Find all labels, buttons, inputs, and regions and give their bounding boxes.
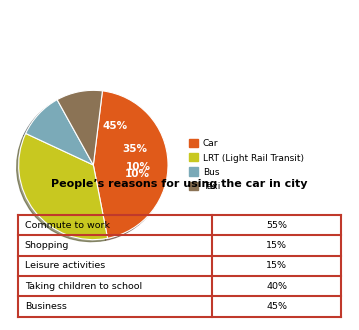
- Legend: Car, LRT (Light Rail Transit), Bus, Taxi: Car, LRT (Light Rail Transit), Bus, Taxi: [187, 138, 306, 192]
- Text: 10%: 10%: [125, 169, 150, 179]
- Wedge shape: [25, 100, 93, 165]
- Text: 15%: 15%: [266, 261, 287, 270]
- Text: Leisure activities: Leisure activities: [25, 261, 105, 270]
- Wedge shape: [93, 91, 168, 238]
- Text: 10%: 10%: [126, 162, 151, 172]
- Text: 40%: 40%: [266, 281, 287, 291]
- Text: Taking children to school: Taking children to school: [25, 281, 142, 291]
- Text: 35%: 35%: [123, 144, 148, 154]
- Text: People’s reasons for using the car in city: People’s reasons for using the car in ci…: [51, 179, 308, 189]
- Text: Business: Business: [25, 302, 66, 311]
- Text: 55%: 55%: [266, 220, 287, 230]
- Text: Shopping: Shopping: [25, 241, 69, 250]
- Wedge shape: [57, 90, 102, 165]
- Text: Commute to work: Commute to work: [25, 220, 110, 230]
- Wedge shape: [19, 133, 108, 240]
- Text: 45%: 45%: [266, 302, 287, 311]
- Text: 45%: 45%: [103, 121, 128, 131]
- Text: 15%: 15%: [266, 241, 287, 250]
